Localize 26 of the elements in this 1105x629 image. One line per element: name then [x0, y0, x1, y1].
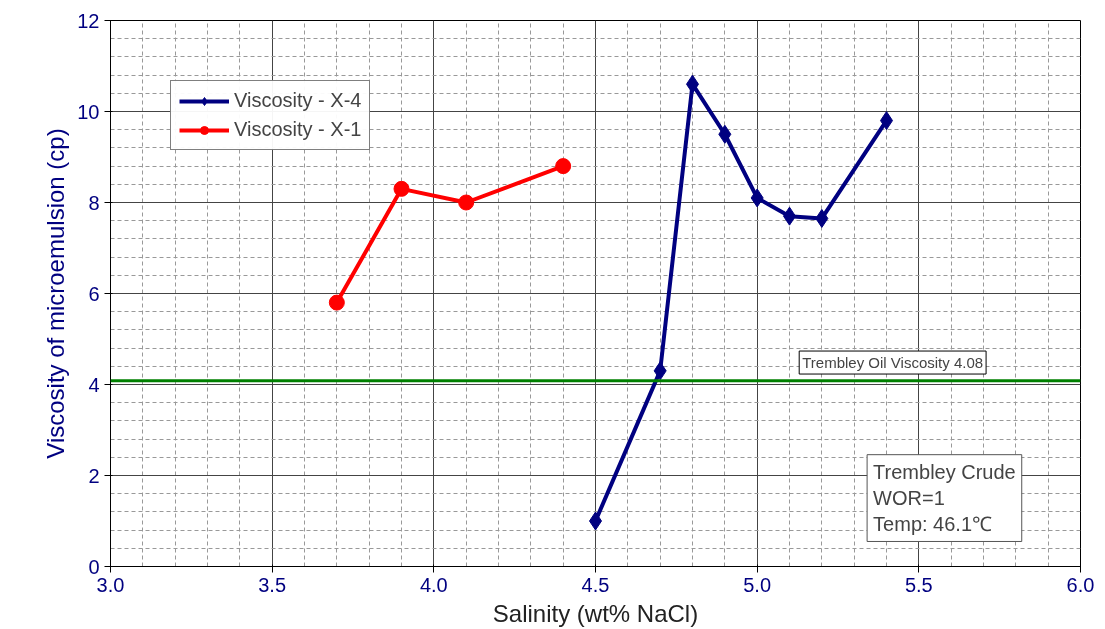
legend-label: Viscosity - X-1	[234, 118, 362, 141]
point	[393, 180, 410, 197]
ref-line-label: Trembley Oil Viscosity 4.08	[802, 354, 984, 372]
legend-label: Viscosity - X-4	[234, 89, 362, 112]
y-tick-label: 8	[88, 191, 100, 214]
point	[555, 158, 572, 175]
y-tick-label: 4	[88, 373, 100, 396]
x-tick-label: 4.5	[581, 573, 610, 596]
point	[653, 361, 667, 381]
point	[815, 208, 829, 228]
y-tick-label: 6	[88, 282, 100, 305]
point	[458, 194, 475, 211]
x-tick-label: 4.0	[419, 573, 448, 596]
y-tick-label: 2	[88, 464, 100, 487]
x-tick-label: 3.5	[258, 573, 287, 596]
x-axis-title: Salinity (wt% NaCl)	[492, 599, 699, 627]
point	[718, 124, 732, 144]
annotation: Trembley Crude WOR=1 Temp: 46.1℃	[873, 460, 1016, 536]
x-tick-label: 6.0	[1066, 573, 1095, 596]
y-axis-title: Viscosity of microemulsion (cp)	[42, 128, 70, 459]
point	[328, 294, 345, 311]
y-tick-label: 12	[77, 9, 100, 32]
x-tick-label: 5.0	[743, 573, 772, 596]
x-tick-label: 5.5	[904, 573, 933, 596]
point	[750, 188, 764, 208]
y-tick-label: 10	[77, 100, 100, 123]
